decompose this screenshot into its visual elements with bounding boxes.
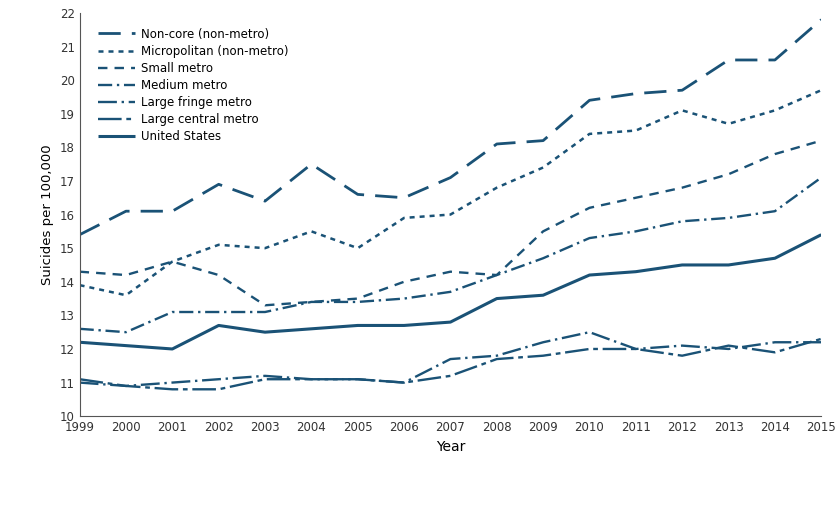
Legend: Non-core (non-metro), Micropolitan (non-metro), Small metro, Medium metro, Large: Non-core (non-metro), Micropolitan (non-… xyxy=(93,23,293,148)
Text: Source: MMWR © 2017 Centers for Disease Control and Prevention (CDC): Source: MMWR © 2017 Centers for Disease … xyxy=(415,493,825,503)
Y-axis label: Suicides per 100,000: Suicides per 100,000 xyxy=(41,144,54,285)
X-axis label: Year: Year xyxy=(436,439,465,453)
Text: Medscape: Medscape xyxy=(13,489,114,507)
